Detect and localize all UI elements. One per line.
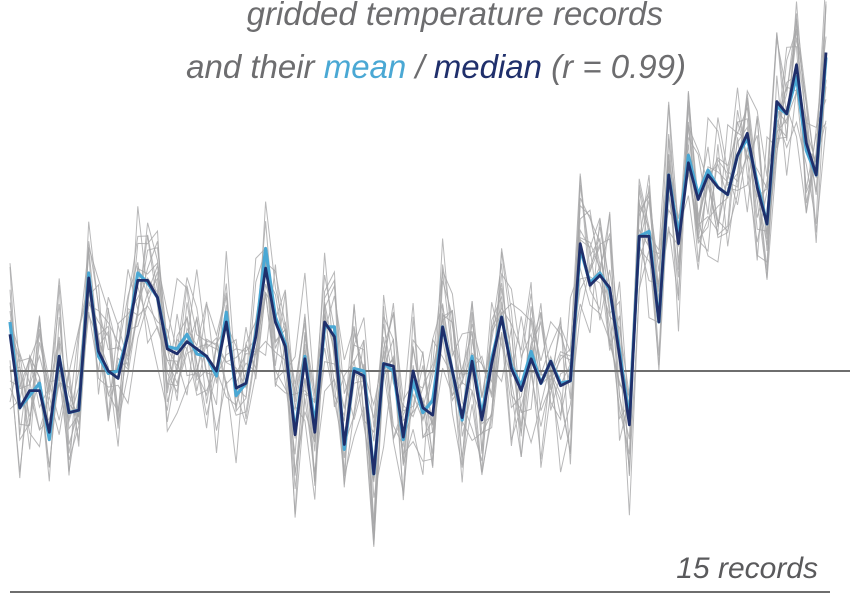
record-line — [9, 75, 827, 524]
title-median-word: median — [434, 48, 542, 85]
title-mean-word: mean — [324, 48, 407, 85]
median-series-line — [8, 52, 828, 476]
chart-title-line1: gridded temperature records — [247, 0, 663, 32]
record-line — [9, 36, 827, 530]
footer-records-count: 15 records — [676, 552, 818, 585]
record-line — [9, 33, 827, 482]
mean-series-line — [8, 57, 828, 476]
title-separator: / — [406, 48, 434, 85]
record-line — [9, 31, 827, 488]
record-line — [9, 28, 827, 481]
title-prefix: and their — [186, 48, 324, 85]
record-line — [9, 1, 827, 461]
record-line — [9, 18, 827, 540]
title-suffix: (r = 0.99) — [542, 48, 686, 85]
median-line-group — [8, 52, 828, 476]
chart-title-line2: and their mean / median (r = 0.99) — [186, 48, 686, 85]
mean-line-group — [8, 57, 828, 476]
record-line — [9, 0, 826, 538]
